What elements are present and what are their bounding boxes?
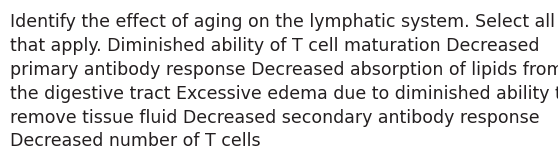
Text: Identify the effect of aging on the lymphatic system. Select all
that apply. Dim: Identify the effect of aging on the lymp… — [10, 13, 558, 150]
